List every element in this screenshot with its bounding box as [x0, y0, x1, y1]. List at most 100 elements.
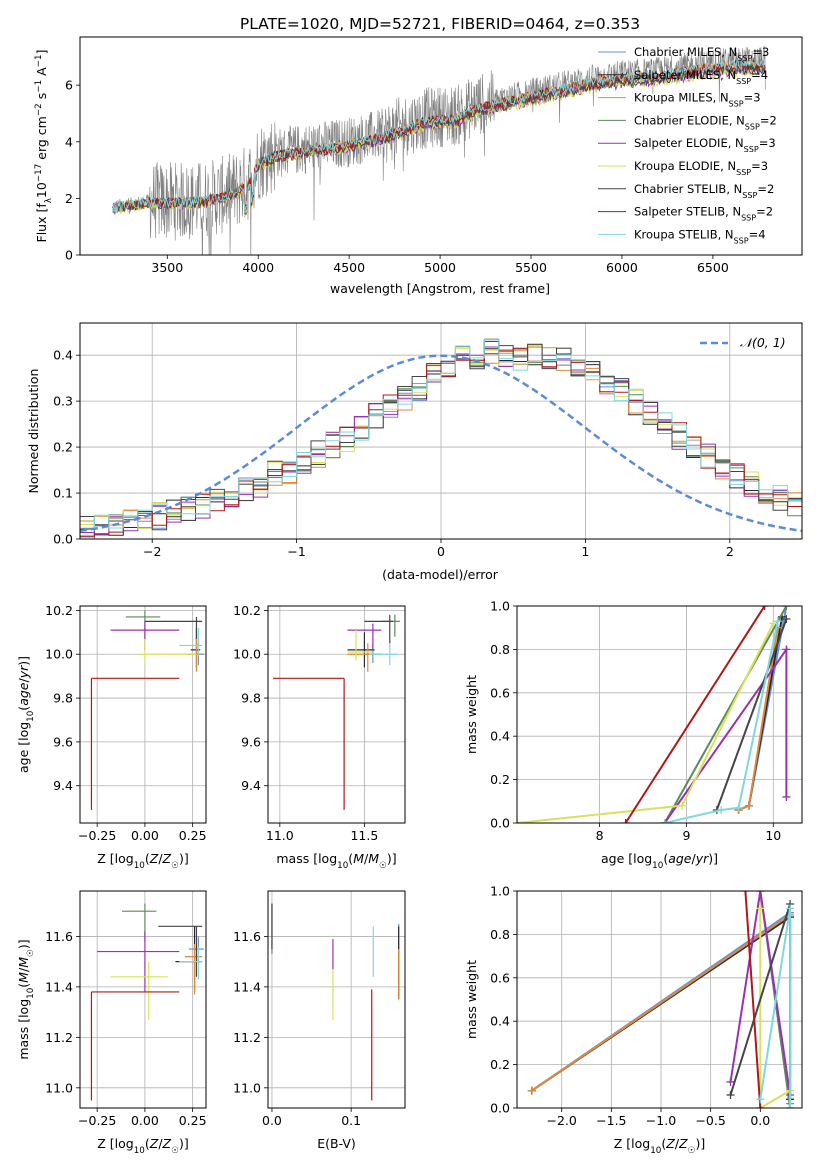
y-tick-label: 6	[65, 78, 73, 93]
y-tick-label: 2	[65, 191, 73, 206]
axes-frame	[79, 322, 803, 540]
series-9	[660, 617, 782, 823]
x-tick-label: −1	[287, 544, 305, 559]
series-line	[729, 891, 792, 1096]
y-tick-label: 4	[65, 134, 73, 149]
errorbar-point-2	[347, 632, 375, 668]
y-tick-label: 0.6	[490, 685, 510, 700]
axes-frame	[516, 890, 803, 1109]
y-tick-label: 0.0	[490, 1101, 510, 1116]
x-tick-label: 10	[765, 828, 781, 843]
grid	[80, 891, 206, 1108]
plot-area	[112, 45, 766, 255]
y-tick-label: 10.0	[45, 647, 73, 662]
y-tick-label: 0.2	[490, 772, 510, 787]
errorbar-point-8	[273, 677, 345, 810]
errorbar-point-7	[364, 614, 394, 644]
axes-age_vs_mass: 11.0 11.5 9.4 9.6 9.8 10.0 10.2 mass [log10(M/M…	[233, 603, 406, 871]
series-marker	[782, 606, 791, 610]
series-line	[759, 908, 791, 1108]
x-axis-label: mass [log10(M/M☉)]	[276, 851, 396, 871]
y-tick-label: 11.6	[45, 929, 73, 944]
series-marker	[782, 645, 791, 654]
y-tick-label: 1.0	[490, 599, 510, 614]
series-marker	[769, 619, 778, 628]
series-marker	[756, 904, 765, 913]
x-tick-label: 0.25	[179, 828, 207, 843]
x-tick-label: −1.0	[646, 1113, 676, 1128]
y-axis-label: mass weight	[464, 675, 479, 754]
y-tick-label: 9.6	[53, 734, 73, 749]
x-axis-label: E(B-V)	[317, 1136, 356, 1151]
x-tick-label: 0.0	[750, 1113, 770, 1128]
series-marker	[756, 891, 765, 895]
plot-area	[527, 891, 795, 1108]
errorbar-point-7	[158, 925, 203, 977]
errorbar-point-7	[144, 616, 203, 639]
y-tick-label: 0.3	[53, 394, 73, 409]
series-line	[531, 914, 791, 1092]
axes-residuals: −2 −1 0 1 2 0.0 0.1 0.2 0.3 0.4 𝒩(0, 1) (data-model…	[26, 322, 803, 582]
legend-entry: Kroupa ELODIE, NSSP=3	[634, 159, 768, 177]
errorbar-point-3	[185, 943, 203, 995]
histogram-7	[80, 340, 802, 539]
axes-frame	[79, 890, 207, 1109]
plot-area	[273, 614, 400, 810]
histogram-9	[80, 339, 802, 539]
grid	[268, 891, 405, 1108]
series-7	[726, 900, 795, 1099]
y-axis-label: mass weight	[464, 960, 479, 1039]
x-tick-label: 0	[437, 544, 445, 559]
x-tick-label: 6500	[697, 260, 729, 275]
x-axis-label: age [log10(age/yr)]	[601, 851, 718, 871]
series-marker	[726, 1090, 735, 1099]
errorbar-point-6	[110, 961, 168, 1020]
series-marker	[782, 615, 791, 624]
y-tick-label: 10.0	[233, 647, 261, 662]
x-axis-label: Z [log10(Z/Z☉)]	[97, 851, 189, 871]
legend-entry: Salpeter STELIB, NSSP=2	[634, 205, 773, 223]
x-axis-label: (data-model)/error	[382, 567, 499, 582]
y-tick-label: 0.8	[490, 642, 510, 657]
axes-frame	[79, 36, 803, 256]
series-8	[621, 606, 769, 823]
y-tick-label: 0.2	[490, 1057, 510, 1072]
y-tick-label: 10.2	[233, 603, 261, 618]
series-line	[663, 606, 788, 823]
plot-area	[517, 606, 791, 823]
x-axis-label: wavelength [Angstrom, rest frame]	[330, 281, 550, 296]
legend-entry: 𝒩(0, 1)	[740, 335, 786, 350]
x-tick-label: 0.25	[179, 1113, 207, 1128]
series-line	[664, 620, 779, 823]
series-line	[729, 903, 792, 1096]
errorbar-point-6	[139, 638, 197, 663]
histogram-8	[80, 347, 802, 539]
axes-mass_vs_Z: −0.25 0.00 0.25 11.0 11.2 11.4 11.6 Z [log10(Z/…	[16, 890, 207, 1156]
y-tick-label: 0.0	[53, 532, 73, 547]
legend-entry: Chabrier STELIB, NSSP=2	[634, 182, 774, 200]
series-marker	[734, 803, 743, 812]
x-tick-label: −2	[143, 544, 161, 559]
x-tick-label: 0.0	[262, 1113, 282, 1128]
y-tick-label: 9.8	[53, 691, 73, 706]
errorbar-point-9	[179, 946, 203, 980]
legend-entry: Kroupa MILES, NSSP=3	[634, 91, 761, 109]
series-marker	[660, 819, 669, 823]
x-tick-label: 3500	[151, 260, 183, 275]
y-tick-label: 11.0	[45, 1080, 73, 1095]
x-tick-label: 6000	[606, 260, 638, 275]
x-tick-label: −0.5	[695, 1113, 725, 1128]
x-tick-label: 0.00	[131, 1113, 159, 1128]
model-fit-9	[112, 58, 766, 214]
series-marker	[678, 801, 687, 810]
series-9	[756, 904, 795, 1108]
errorbar-point-9	[369, 643, 399, 666]
y-tick-label: 0.2	[53, 440, 73, 455]
errorbar-point-6	[347, 630, 373, 661]
legend-entry: Kroupa STELIB, NSSP=4	[634, 227, 766, 245]
series-line	[744, 891, 762, 1108]
axes-frame	[267, 605, 406, 824]
series-line	[624, 606, 766, 823]
